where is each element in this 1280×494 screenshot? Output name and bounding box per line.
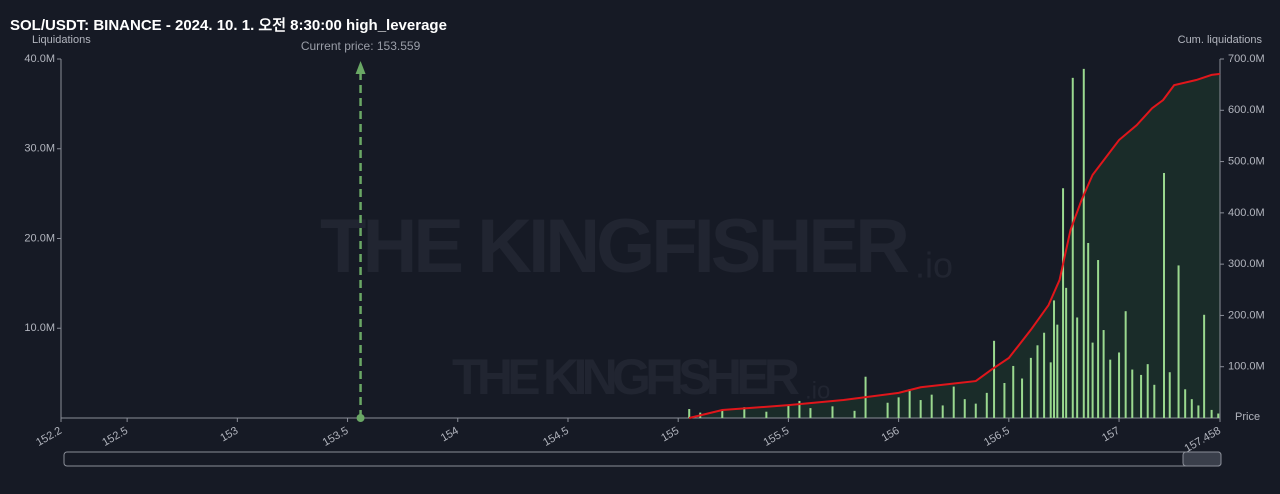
bar [1082,68,1085,418]
watermark-text: THE KINGFISHER [320,204,910,289]
bar [1071,77,1074,418]
y-tick-label: 20.0M [24,232,55,244]
bar [1124,311,1127,418]
bar [1109,359,1112,418]
bar [1097,260,1100,418]
x-axis-label: Price [1235,411,1260,423]
y2-axis-label: Cum. liquidations [1178,34,1263,46]
bar [993,340,996,418]
bar [1049,362,1052,418]
y2-tick-label: 100.0M [1228,361,1265,373]
bar [941,405,944,418]
bar [1197,405,1200,418]
bar [963,399,966,418]
cum-line [688,72,1221,419]
bar [798,400,801,418]
bar [1029,357,1032,418]
bar [1062,188,1065,418]
watermark-suffix: .io [915,245,953,286]
watermark-suffix: .io [805,377,830,404]
bar [974,403,977,418]
bar [1153,384,1156,418]
bar [787,404,790,418]
bar [897,397,900,418]
bar [1056,324,1059,418]
y2-tick-label: 200.0M [1228,309,1265,321]
y-tick-label: 30.0M [24,143,55,155]
y-tick-label: 10.0M [24,322,55,334]
bar [1177,265,1180,418]
bar [765,411,768,418]
chart-title: SOL/USDT: BINANCE - 2024. 10. 1. 오전 8:30… [10,17,447,34]
bar [1091,342,1094,418]
bar [1118,352,1121,418]
watermark-text: THE KINGFISHER [452,349,800,405]
bar [1131,369,1134,418]
y-tick-label: 40.0M [24,53,55,65]
bar [1021,378,1024,418]
bar [919,400,922,418]
bar [886,402,889,418]
bar [688,409,691,418]
bar [1102,330,1105,418]
y2-tick-label: 500.0M [1228,155,1265,167]
bar [809,408,812,418]
bar [930,394,933,418]
current-price-dot [356,414,365,422]
bar [1053,300,1056,418]
bar [985,392,988,418]
y2-tick-label: 400.0M [1228,207,1265,219]
bar [908,389,911,418]
bar [1184,389,1187,418]
bar [1210,409,1213,418]
bar [1043,332,1046,418]
watermark: THE KINGFISHER .io THE KINGFISHER .io [320,204,953,405]
bar [1168,372,1171,418]
y2-tick-label: 300.0M [1228,258,1265,270]
current-price-label: Current price: 153.559 [301,39,421,53]
bar [1140,374,1143,418]
bar [1076,317,1079,418]
bar [1087,242,1090,418]
bar [1003,382,1006,418]
y-axis-label: Liquidations [32,34,91,46]
bar [831,406,834,418]
bar [1190,399,1193,418]
scrollbar-handle[interactable] [1182,451,1222,467]
bar [952,386,955,418]
bar [1036,345,1039,418]
current-price-arrow [355,61,366,74]
bar [743,407,746,418]
bar [1217,413,1220,418]
y2-tick-label: 700.0M [1228,53,1265,65]
bar [1163,172,1166,418]
bar [853,410,856,418]
y2-tick-label: 600.0M [1228,104,1265,116]
bar [1203,314,1206,418]
bar [1146,364,1149,418]
bar [721,409,724,418]
bar [1012,365,1015,418]
bar [1065,287,1068,418]
